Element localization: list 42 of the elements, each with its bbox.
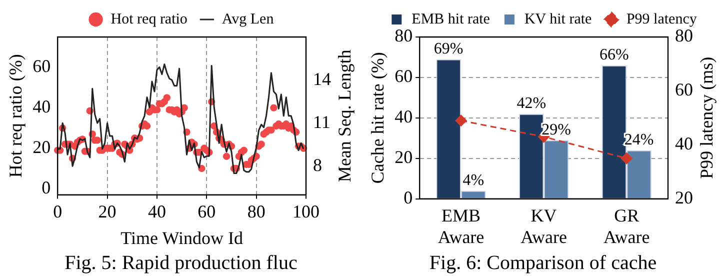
x-tick-label: 40 <box>148 201 166 222</box>
y-axis-title: Cache hit rate (%) <box>368 52 388 184</box>
x-tick-label: 20 <box>98 201 116 222</box>
legend-label: KV hit rate <box>524 11 592 28</box>
data-label: 42% <box>516 95 546 112</box>
y2-tick-label: 8 <box>313 154 322 175</box>
x-tick-label: EMB Aware <box>438 205 484 247</box>
data-label: 69% <box>434 40 464 58</box>
y-tick-label: 40 <box>394 106 413 127</box>
y2-axis-title: P99 latency (ms) <box>696 56 717 179</box>
y2-tick-label: 11 <box>313 112 330 132</box>
y-tick-label: 40 <box>32 96 51 117</box>
legend-label: EMB hit rate <box>412 11 490 28</box>
data-label: 4% <box>462 172 484 189</box>
y-tick-label: 80 <box>394 26 413 46</box>
x-tick-label: 80 <box>247 201 266 222</box>
y2-tick-label: 14 <box>313 68 331 89</box>
y-tick-label: 0 <box>404 188 413 208</box>
x-tick-label: GR Aware <box>603 205 650 247</box>
point <box>455 114 467 126</box>
x-axis-title: Time Window Id <box>120 228 243 248</box>
y2-tick-label: 20 <box>675 188 693 208</box>
y2-tick-label: 80 <box>675 26 693 46</box>
x-tick-label: 60 <box>198 201 216 222</box>
point <box>620 152 632 164</box>
y-tick-label: 60 <box>394 66 413 86</box>
x-tick-label: 100 <box>292 201 320 222</box>
legend-label: Avg Len <box>222 11 274 28</box>
y-tick-label: 20 <box>394 147 413 168</box>
legend-label: Hot req ratio <box>110 11 188 28</box>
caption: Fig. 5: Rapid production fluc <box>64 252 298 274</box>
y-tick-label: 0 <box>42 177 51 198</box>
y-axis-title: Hot req ratio (%) <box>6 54 26 178</box>
caption: Fig. 6: Comparison of cache <box>428 252 658 274</box>
y-tick-label: 60 <box>32 56 51 76</box>
data-label: 66% <box>600 46 629 64</box>
y2-tick-label: 60 <box>675 80 693 100</box>
legend-label: P99 latency <box>626 11 698 28</box>
y2-tick-label: 40 <box>675 134 693 154</box>
y2-axis-title: Mean Seq. Length <box>334 50 355 182</box>
y-tick-label: 20 <box>32 137 51 158</box>
x-tick-label: KV Aware <box>520 205 567 247</box>
